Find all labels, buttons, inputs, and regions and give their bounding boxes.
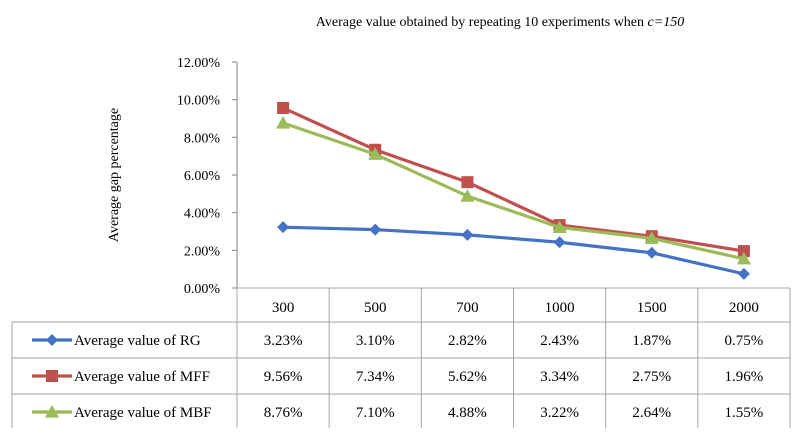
- y-tick-label: 12.00%: [177, 56, 221, 71]
- legend-label: Average value of MFF: [74, 369, 210, 385]
- data-point-marker: [737, 245, 750, 258]
- data-point-marker: [736, 251, 751, 265]
- data-table: 300 500 700 1000 1500 2000 Average value of RG…: [11, 287, 791, 428]
- data-point-marker: [644, 231, 659, 244]
- x-category-label: 2000: [729, 300, 759, 316]
- y-axis-ticks: 0.00% 2.00% 4.00% 6.00% 8.00% 10.00% 12.00%: [177, 56, 221, 297]
- table-cell-value: 7.34%: [356, 369, 395, 385]
- chart-title: Average value obtained by repeating 10 e…: [316, 15, 684, 30]
- legend-marker: [46, 370, 58, 382]
- y-tick-label: 0.00%: [184, 282, 221, 297]
- data-point-marker: [277, 101, 290, 114]
- table-cell-value: 8.76%: [264, 405, 303, 421]
- table-cell-value: 1.55%: [725, 405, 764, 421]
- x-category-label: 300: [272, 300, 295, 316]
- series-line: [283, 225, 745, 276]
- table-cell-value: 3.22%: [540, 405, 579, 421]
- table-cell-value: 3.23%: [264, 333, 303, 349]
- table-cell-value: 2.82%: [448, 333, 487, 349]
- chart-title-text: Average value obtained by repeating 10 e…: [316, 15, 648, 30]
- data-point-marker: [369, 223, 382, 236]
- data-point-marker: [737, 267, 750, 280]
- y-tick-label: 10.00%: [177, 94, 221, 109]
- y-axis-label: Average gap percentage: [107, 108, 122, 242]
- data-point-marker: [552, 220, 567, 233]
- table-cell-value: 5.62%: [448, 369, 487, 385]
- legend-marker: [45, 405, 59, 418]
- x-category-label: 1500: [637, 300, 667, 316]
- series-lines: [276, 101, 751, 280]
- data-point-marker: [461, 228, 474, 241]
- table-cell-value: 7.10%: [356, 405, 395, 421]
- chart-axes: [232, 61, 238, 289]
- table-cell-value: 3.34%: [540, 369, 579, 385]
- table-cell-value: 9.56%: [264, 369, 303, 385]
- data-point-marker: [368, 147, 383, 160]
- table-cell-value: 0.75%: [725, 333, 764, 349]
- table-cell-value: 1.87%: [632, 333, 671, 349]
- legend-marker: [46, 334, 58, 346]
- legend-label: Average value of RG: [74, 333, 201, 349]
- data-point-marker: [645, 246, 658, 259]
- table-cell-value: 1.96%: [725, 369, 764, 385]
- x-category-label: 700: [456, 300, 479, 316]
- table-cell-value: 4.88%: [448, 405, 487, 421]
- series-line: [282, 121, 745, 261]
- x-category-label: 1000: [545, 300, 575, 316]
- table-cell-value: 2.43%: [540, 333, 579, 349]
- table-cell-value: 2.64%: [632, 405, 671, 421]
- series-line: [282, 106, 745, 253]
- data-point-marker: [460, 189, 475, 202]
- data-point-marker: [277, 221, 290, 234]
- y-tick-label: 8.00%: [184, 131, 221, 146]
- y-tick-label: 2.00%: [184, 244, 221, 259]
- data-point-marker: [276, 116, 291, 129]
- y-tick-label: 6.00%: [184, 169, 221, 184]
- x-category-label: 500: [364, 300, 387, 316]
- data-point-marker: [553, 236, 566, 249]
- table-cell-value: 2.75%: [632, 369, 671, 385]
- data-point-marker: [461, 176, 474, 189]
- legend-label: Average value of MBF: [74, 405, 212, 421]
- chart-title-parameter: c=150: [648, 15, 685, 30]
- y-tick-label: 4.00%: [184, 207, 221, 222]
- table-cell-value: 3.10%: [356, 333, 395, 349]
